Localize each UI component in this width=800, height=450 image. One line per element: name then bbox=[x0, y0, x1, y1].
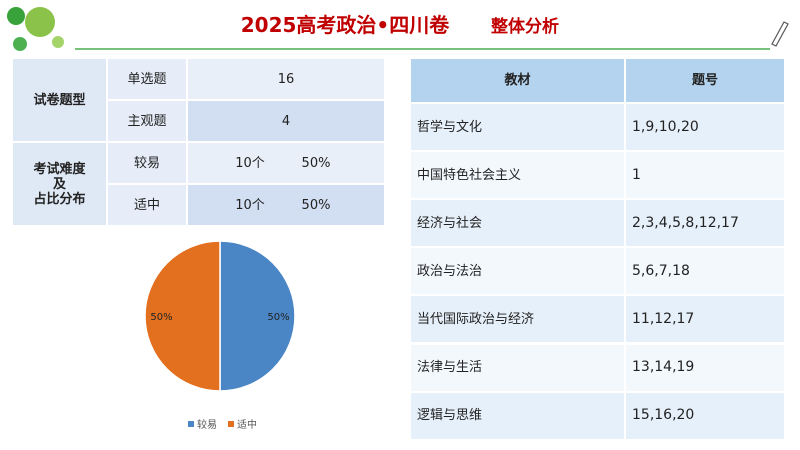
legend-label: 适中 bbox=[237, 418, 257, 431]
group-title: 试卷题型 bbox=[12, 58, 107, 142]
group-title: 考试难度 及 占比分布 bbox=[12, 142, 107, 226]
subject: 逻辑与思维 bbox=[410, 391, 625, 440]
value-cell bbox=[187, 58, 385, 100]
row-label: 较易 bbox=[107, 142, 187, 184]
subject: 哲学与文化 bbox=[410, 103, 625, 152]
legend-swatch bbox=[228, 421, 234, 427]
value-cell bbox=[187, 142, 385, 184]
question-numbers: 13,14,19 bbox=[625, 343, 785, 392]
value: 10个 bbox=[235, 155, 265, 171]
question-numbers: 11,12,17 bbox=[625, 295, 785, 344]
legend-swatch bbox=[188, 421, 194, 427]
value: 50% bbox=[301, 197, 331, 213]
value-cell bbox=[187, 100, 385, 142]
subject: 法律与生活 bbox=[410, 343, 625, 392]
question-numbers: 2,3,4,5,8,12,17 bbox=[625, 199, 785, 248]
subtitle: 整体分析 bbox=[491, 16, 559, 37]
header-cell: 教材 bbox=[410, 58, 625, 103]
question-numbers: 5,6,7,18 bbox=[625, 247, 785, 296]
pie-slice bbox=[144, 240, 221, 392]
pie-chart: 50% 50% 较易 适中 bbox=[144, 240, 296, 431]
title: 2025高考政治•四川卷 bbox=[241, 13, 450, 37]
data-label: 50% bbox=[150, 312, 172, 323]
legend-label: 较易 bbox=[197, 418, 217, 431]
value: 50% bbox=[301, 155, 331, 171]
question-numbers: 15,16,20 bbox=[625, 391, 785, 440]
question-numbers: 1 bbox=[625, 151, 785, 200]
subject: 中国特色社会主义 bbox=[410, 151, 625, 200]
row-label: 适中 bbox=[107, 184, 187, 226]
row-label: 主观题 bbox=[107, 100, 187, 142]
value-cell bbox=[187, 184, 385, 226]
row-label: 单选题 bbox=[107, 58, 187, 100]
value: 4 bbox=[281, 113, 291, 129]
subject: 经济与社会 bbox=[410, 199, 625, 248]
header-cell: 题号 bbox=[625, 58, 785, 103]
pie-slice bbox=[219, 240, 296, 392]
value: 10个 bbox=[235, 197, 265, 213]
data-label: 50% bbox=[267, 312, 289, 323]
question-numbers: 1,9,10,20 bbox=[625, 103, 785, 152]
subject: 政治与法治 bbox=[410, 247, 625, 296]
value: 16 bbox=[277, 71, 295, 87]
subject: 当代国际政治与经济 bbox=[410, 295, 625, 344]
